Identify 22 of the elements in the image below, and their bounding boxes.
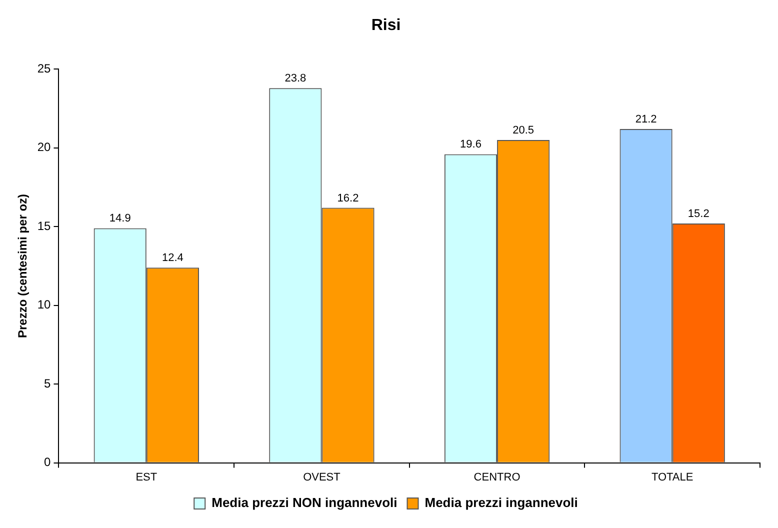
x-tick-label: EST xyxy=(136,471,158,484)
data-label: 15.2 xyxy=(688,208,710,220)
data-label: 19.6 xyxy=(460,138,482,151)
x-tick-label: CENTRO xyxy=(474,471,521,484)
legend-label: Media prezzi ingannevoli xyxy=(424,495,578,510)
y-tick-label: 10 xyxy=(37,298,52,312)
chart-title: Risi xyxy=(371,17,401,34)
y-tick-label: 5 xyxy=(44,376,52,390)
x-tick-label: OVEST xyxy=(303,471,341,484)
data-label: 23.8 xyxy=(284,72,306,85)
legend-label: Media prezzi NON ingannevoli xyxy=(212,495,398,510)
y-tick-label: 20 xyxy=(37,140,52,154)
data-label: 12.4 xyxy=(162,252,184,264)
y-axis-title: Prezzo (centesimi per oz) xyxy=(16,194,30,338)
y-tick-label: 0 xyxy=(44,455,52,470)
data-label: 20.5 xyxy=(512,124,534,137)
x-tick-label: TOTALE xyxy=(651,471,694,484)
y-tick-label: 15 xyxy=(37,218,52,233)
y-tick-label: 25 xyxy=(37,62,52,76)
data-label: 21.2 xyxy=(635,114,657,126)
data-label: 14.9 xyxy=(109,212,131,225)
data-label: 16.2 xyxy=(337,192,359,204)
